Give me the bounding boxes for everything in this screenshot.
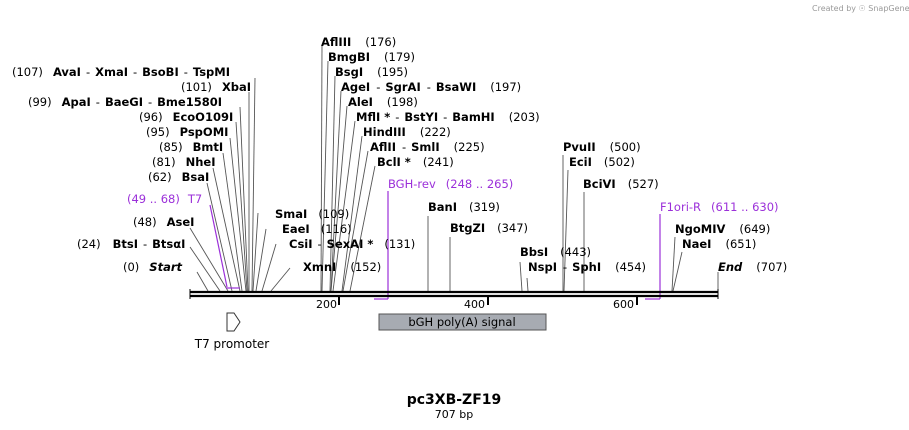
svg-text:BmgBI(179): BmgBI (179)	[328, 50, 415, 64]
tick-label: 600	[613, 298, 634, 311]
svg-text:BclI *(241): BclI * (241)	[377, 155, 454, 169]
svg-text:AgeI-SgrAI-BsaWI(197): AgeI - SgrAI - BsaWI (197)	[341, 80, 521, 94]
svg-text:BanI(319): BanI (319)	[428, 200, 500, 214]
svg-text:AleI(198): AleI (198)	[348, 95, 418, 109]
site-nspi[interactable]: NspI - SphI (454)	[528, 260, 646, 274]
site-bmgbi[interactable]: BmgBI (179)	[328, 50, 415, 64]
site-apai[interactable]: (99) ApaI - BaeGI - Bme1580I	[28, 95, 222, 109]
plasmid-length: 707 bp	[435, 408, 473, 421]
svg-text:End(707): End (707)	[718, 260, 787, 274]
site-mfli[interactable]: MflI * - BstYI - BamHI (203)	[356, 110, 540, 124]
svg-text:PvuII(500): PvuII (500)	[563, 140, 641, 154]
primer-range: (611 .. 630)	[711, 200, 779, 214]
primer-name: BGH-rev	[388, 177, 436, 191]
svg-text:(24)BtsI-BtsαI: (24) BtsI - BtsαI	[77, 237, 185, 251]
site-nhei[interactable]: (81) NheI	[152, 155, 216, 169]
primer-range: (49 .. 68)	[127, 192, 180, 206]
svg-text:BbsI(443): BbsI (443)	[520, 245, 591, 259]
site-pspomi[interactable]: (95) PspOMI	[146, 125, 228, 139]
site-eaei[interactable]: EaeI (116)	[282, 222, 352, 236]
primer-name: F1ori-R	[660, 200, 701, 214]
snapgene-credit: Created by ☉ SnapGene	[812, 4, 909, 13]
svg-text:(99)ApaI-BaeGI-Bme1580I: (99) ApaI - BaeGI - Bme1580I	[28, 95, 222, 109]
svg-text:NgoMIV(649): NgoMIV (649)	[675, 222, 770, 236]
site-bani[interactable]: BanI (319)	[428, 200, 500, 214]
feature-label: T7 promoter	[194, 337, 270, 351]
sequence-backbone	[189, 289, 719, 299]
tick-label: 400	[464, 298, 485, 311]
site-alei[interactable]: AleI (198)	[348, 95, 418, 109]
svg-text:EaeI(116): EaeI (116)	[282, 222, 352, 236]
site-hindiii[interactable]: HindIII (222)	[363, 125, 451, 139]
site-ngomiv[interactable]: NgoMIV (649)	[675, 222, 770, 236]
svg-text:(0)Start: (0) Start	[123, 260, 183, 274]
site-bbsi[interactable]: BbsI (443)	[520, 245, 591, 259]
site-ecoo109i[interactable]: (96) EcoO109I	[139, 110, 233, 124]
svg-text:F1ori-R(611 .. 630): F1ori-R (611 .. 630)	[660, 200, 779, 214]
svg-text:CsiI-SexAI *(131): CsiI - SexAI * (131)	[289, 237, 415, 251]
site-ecii[interactable]: EciI (502)	[569, 155, 635, 169]
primer-bgh-rev[interactable]: BGH-rev (248 .. 265)	[388, 177, 513, 191]
feature-bgh-polya[interactable]: bGH poly(A) signal	[378, 313, 547, 331]
site-smai[interactable]: SmaI (109)	[275, 207, 349, 221]
svg-text:BsgI(195): BsgI (195)	[335, 65, 408, 79]
site-end[interactable]: End (707)	[718, 260, 787, 274]
primer-lines	[209, 191, 661, 300]
tick-label: 200	[316, 298, 337, 311]
site-btgzi[interactable]: BtgZI (347)	[450, 221, 528, 235]
svg-text:(96)EcoO109I: (96) EcoO109I	[139, 110, 233, 124]
site-avai[interactable]: (107) AvaI - XmaI - BsoBI - TspMI	[12, 65, 230, 79]
site-csii[interactable]: CsiI - SexAI * (131)	[289, 237, 415, 251]
scale-ticks: 200 400 600	[316, 297, 638, 311]
svg-text:BciVI(527): BciVI (527)	[583, 177, 659, 191]
svg-text:(107)AvaI-XmaI-BsoBI-TspMI: (107) AvaI - XmaI - BsoBI - TspMI	[12, 65, 230, 79]
site-btsi[interactable]: (24) BtsI - BtsαI	[77, 237, 185, 251]
svg-text:NspI-SphI(454): NspI - SphI (454)	[528, 260, 646, 274]
site-xbai[interactable]: (101) XbaI	[181, 80, 251, 94]
feature-t7-promoter[interactable]: T7 promoter	[194, 312, 270, 351]
svg-text:(49 .. 68)T7: (49 .. 68) T7	[127, 192, 202, 206]
site-naei[interactable]: NaeI (651)	[682, 237, 756, 251]
primer-t7[interactable]: (49 .. 68) T7	[127, 192, 202, 206]
svg-text:(81)NheI: (81) NheI	[152, 155, 216, 169]
leader-lines	[189, 45, 719, 292]
svg-text:XmnI(152): XmnI (152)	[303, 260, 381, 274]
site-asei[interactable]: (48) AseI	[133, 215, 194, 229]
feature-label: bGH poly(A) signal	[408, 315, 515, 329]
primer-range: (248 .. 265)	[446, 177, 514, 191]
svg-text:AflII-SmlI(225): AflII - SmlI (225)	[370, 140, 485, 154]
site-bmti[interactable]: (85) BmtI	[159, 140, 223, 154]
site-start[interactable]: (0) Start	[123, 260, 183, 274]
svg-text:EciI(502): EciI (502)	[569, 155, 635, 169]
site-agei[interactable]: AgeI - SgrAI - BsaWI (197)	[341, 80, 521, 94]
svg-text:HindIII(222): HindIII (222)	[363, 125, 451, 139]
plasmid-title: pc3XB-ZF19	[407, 392, 502, 408]
site-bsgi[interactable]: BsgI (195)	[335, 65, 408, 79]
svg-text:(62)BsaI: (62) BsaI	[148, 170, 209, 184]
t7-promoter-arrow-icon	[226, 312, 241, 332]
site-bsai[interactable]: (62) BsaI	[148, 170, 209, 184]
site-pvuii[interactable]: PvuII (500)	[563, 140, 641, 154]
site-bcivi[interactable]: BciVI (527)	[583, 177, 659, 191]
svg-text:(85)BmtI: (85) BmtI	[159, 140, 223, 154]
primer-name: T7	[187, 192, 202, 206]
svg-text:BtgZI(347): BtgZI (347)	[450, 221, 528, 235]
site-afliii[interactable]: AflIII (176)	[321, 35, 396, 49]
svg-text:BGH-rev(248 .. 265): BGH-rev (248 .. 265)	[388, 177, 513, 191]
svg-text:MflI *-BstYI-BamHI(203): MflI * - BstYI - BamHI (203)	[356, 110, 540, 124]
svg-text:(101)XbaI: (101) XbaI	[181, 80, 251, 94]
svg-text:AflIII(176): AflIII (176)	[321, 35, 396, 49]
site-aflii[interactable]: AflII - SmlI (225)	[370, 140, 485, 154]
svg-text:(95)PspOMI: (95) PspOMI	[146, 125, 228, 139]
svg-text:SmaI(109): SmaI (109)	[275, 207, 349, 221]
svg-text:NaeI(651): NaeI (651)	[682, 237, 756, 251]
site-bcli[interactable]: BclI * (241)	[377, 155, 454, 169]
primer-f1ori-r[interactable]: F1ori-R (611 .. 630)	[660, 200, 779, 214]
svg-text:(48)AseI: (48) AseI	[133, 215, 194, 229]
site-xmni[interactable]: XmnI (152)	[303, 260, 381, 274]
